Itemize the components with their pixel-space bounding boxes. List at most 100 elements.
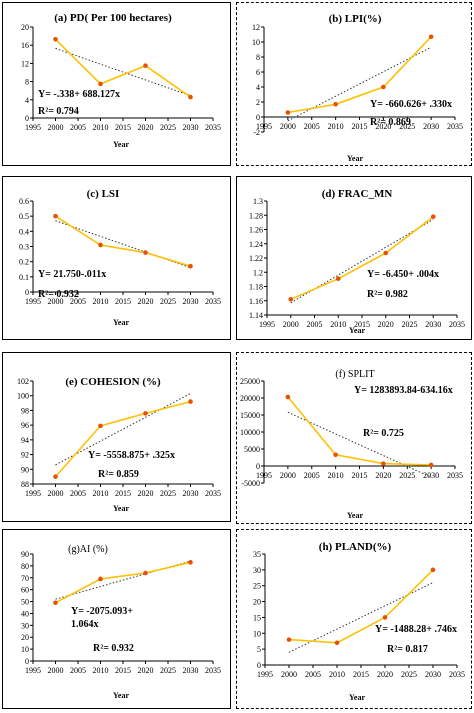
x-tick-label: 2015 [352,122,368,131]
data-point [381,84,386,90]
data-point [53,474,58,479]
regression-equation: Y= -1488.28+ .746x [375,624,457,635]
x-axis-label: Year [349,693,365,702]
y-tick-label: 10000 [240,428,260,437]
x-tick-label: 2020 [375,122,391,131]
x-tick-label: 2030 [423,122,439,131]
x-tick-label: 2000 [281,670,297,679]
x-tick-label: 2010 [93,297,109,306]
chart-panel: (b) LPI(%) -2 0 2 4 6 8 10 12 1995 2000 2005 2010 201… [236,2,472,166]
regression-equation-line: Y= -5558.875+ .325x [88,450,175,461]
x-axis-label: Year [113,504,129,513]
x-tick-label: 2020 [138,123,154,132]
chart-panel: (c) LSI 0 0.1 0.2 0.3 0.4 0.5 0.6 1995 2000 2005 20… [2,176,231,340]
r-squared: R²= 0.869 [370,117,411,128]
x-tick-label: 2015 [115,489,131,498]
data-point [143,250,148,255]
regression-equation-line: Y= -2075.093+ [71,606,133,617]
y-tick-label: 0.1 [19,273,29,282]
regression-equation: Y= 1283893.84-634.16x [354,385,453,396]
series-line [55,215,191,267]
x-tick-label: 2000 [280,122,296,131]
y-tick-label: 96 [21,421,29,430]
r-squared: R²= 0.932 [93,643,134,654]
x-tick-label: 2035 [205,666,221,675]
y-tick-label: 4 [256,83,260,92]
data-point [53,213,58,219]
x-axis-label: Year [113,140,129,149]
x-tick-label: 2035 [205,489,221,498]
y-tick-label: 30 [253,566,261,575]
chart-svg: (b) LPI(%) -2 0 2 4 6 8 10 12 1995 2000 2005 2010 201… [252,13,463,163]
data-point [188,399,193,404]
trend-line [287,46,432,122]
y-tick-label: 40 [21,609,29,618]
y-tick-label: 102 [17,377,29,386]
regression-equation-line: Y= -.338+ 688.127x [38,89,120,100]
x-tick-label: 2010 [330,320,346,329]
data-point [98,81,103,87]
r-squared: R²= 0.859 [98,469,139,480]
regression-equation: Y= 21.750-.011x [38,269,106,280]
r-squared: R²= 0.725 [363,428,404,439]
x-tick-label: 2025 [402,320,418,329]
y-tick-label: 1.3 [253,197,263,206]
chart-panel: (h) PLAND(%) 0 5 10 15 20 25 30 35 1995 2000 2005 20… [236,529,472,709]
y-tick-label: 98 [21,406,29,415]
chart-svg: (d) FRAC_MN 1.14 1.16 1.18 1.2 1.22 1.24 1.26 1.… [249,188,465,335]
y-tick-label: 20 [253,598,261,607]
x-axis-label: Year [113,691,129,700]
x-tick-label: 1995 [25,297,41,306]
x-tick-label: 2030 [183,489,199,498]
y-tick-label: 0.2 [19,258,29,267]
x-tick-label: 1995 [25,123,41,132]
chart-panel: (d) FRAC_MN 1.14 1.16 1.18 1.2 1.22 1.24 1.26 1.… [236,176,472,340]
y-tick-label: 1.14 [249,311,263,320]
x-tick-label: 2035 [449,320,465,329]
data-point [143,570,148,576]
x-tick-label: 2035 [447,122,463,131]
chart-title: (h) PLAND(%) [319,541,392,553]
y-tick-label: 20 [21,23,29,32]
y-tick-label: 0.4 [19,227,29,236]
x-axis-label: Year [349,326,365,335]
x-tick-label: 2020 [378,320,394,329]
regression-equation-line: Y= 21.750-.011x [38,269,106,280]
x-tick-label: 2015 [115,123,131,132]
x-tick-label: 2000 [283,320,299,329]
data-point [333,101,338,107]
regression-equation: Y= -.338+ 688.127x [38,89,120,100]
y-tick-label: 5000 [244,445,260,454]
x-tick-label: 2000 [48,489,64,498]
x-tick-label: 2025 [399,122,415,131]
data-point [285,394,291,400]
y-tick-label: 10 [252,38,260,47]
x-tick-label: 1995 [256,471,272,480]
y-tick-label: 15 [253,613,261,622]
series-line [54,400,191,478]
x-tick-label: 2015 [354,320,370,329]
y-tick-label: 0 [257,661,261,670]
y-tick-label: 0 [25,288,29,297]
r-squared: R²= 0.794 [38,106,79,117]
y-tick-label: 8 [256,53,260,62]
x-tick-label: 2000 [48,666,64,675]
regression-equation-line: Y= 1283893.84-634.16x [354,385,453,396]
x-tick-label: 2030 [425,670,441,679]
chart-svg: (e) COHESION (%) 88 90 92 94 96 98 100 102 1995 20… [17,376,221,513]
x-tick-label: 2030 [183,666,199,675]
x-tick-label: 2020 [138,489,154,498]
data-point [188,94,193,100]
data-point [143,411,148,416]
chart-panel: (e) COHESION (%) 88 90 92 94 96 98 100 102 1995 20… [2,352,231,522]
data-point [98,242,103,248]
data-point [381,461,386,466]
y-tick-label: 0.3 [19,243,29,252]
chart-panel: (f) SPLIT -5000 0 5000 10000 15000 20000 25000 1… [236,352,472,524]
y-tick-label: 1.24 [249,240,263,249]
x-tick-label: 2020 [138,297,154,306]
y-tick-label: 16 [21,41,29,50]
chart-title: (b) LPI(%) [329,13,382,25]
x-tick-label: 2030 [183,297,199,306]
